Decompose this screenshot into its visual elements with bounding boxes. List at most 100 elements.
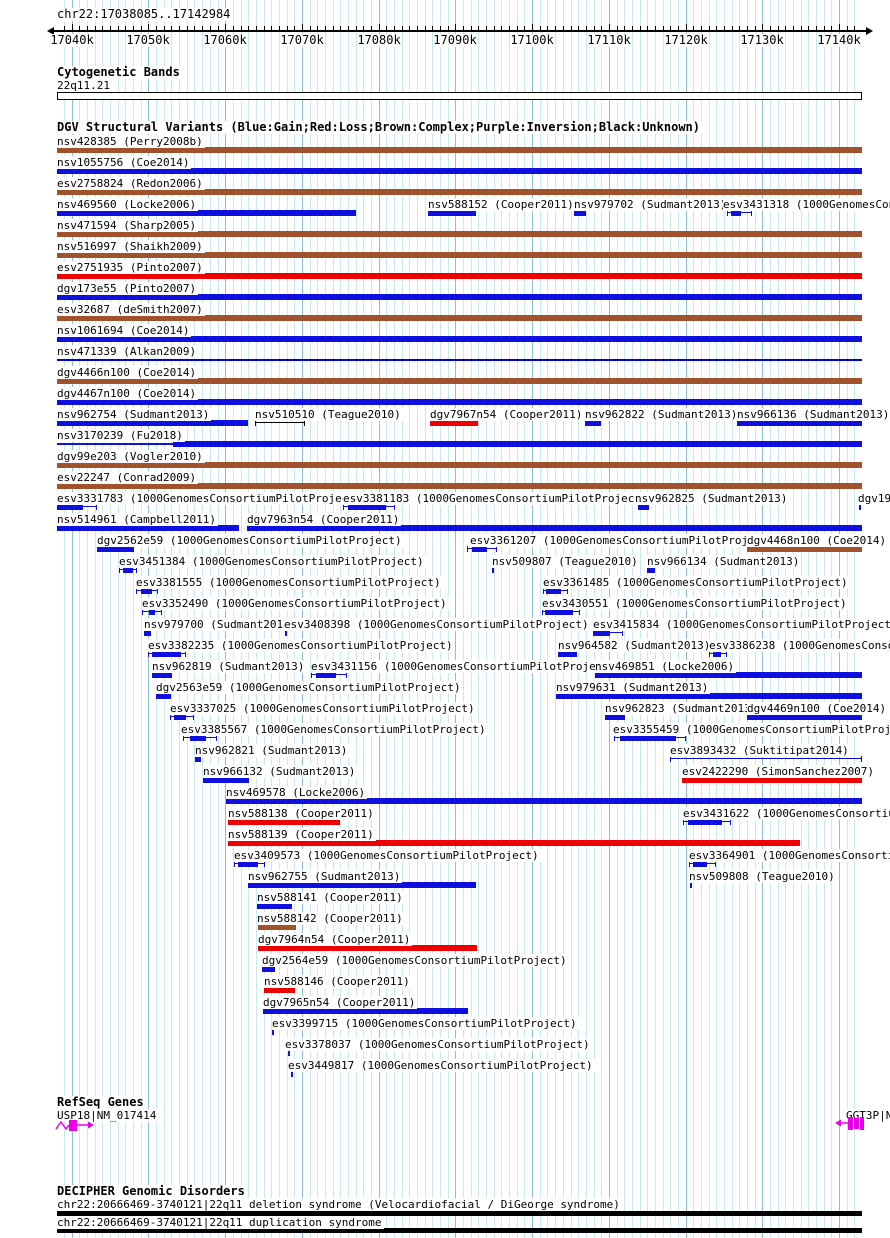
variant-bar[interactable]	[737, 420, 862, 426]
variant-label[interactable]: dgv4469n100 (Coe2014)	[747, 702, 889, 715]
variant-bar[interactable]	[262, 966, 275, 972]
variant-label[interactable]: nsv966134 (Sudmant2013)	[647, 555, 802, 568]
variant-label[interactable]: nsv962823 (Sudmant2013)	[605, 702, 760, 715]
variant-whisker-end[interactable]	[216, 735, 217, 741]
variant-bar[interactable]	[638, 504, 649, 510]
variant-label[interactable]: nsv469560 (Locke2006)	[57, 198, 199, 211]
variant-bar[interactable]	[228, 819, 340, 825]
variant-bar[interactable]	[258, 924, 296, 930]
variant-bar[interactable]	[57, 336, 862, 342]
variant-label[interactable]: dgv7963n54 (Cooper2011)	[247, 513, 402, 526]
variant-bar[interactable]	[57, 525, 239, 531]
variant-whisker-end[interactable]	[264, 861, 265, 867]
variant-bar[interactable]	[144, 630, 151, 636]
variant-bar[interactable]	[747, 714, 862, 720]
variant-bar[interactable]	[174, 714, 186, 720]
variant-label[interactable]: esv3399715 (1000GenomesConsortiumPilotPr…	[272, 1017, 579, 1030]
variant-whisker-end[interactable]	[622, 630, 623, 636]
variant-label[interactable]: esv3431622 (1000GenomesConsortiumPilotPr…	[683, 807, 890, 820]
variant-label[interactable]: esv3431318 (1000GenomesConsortiumPilotPr…	[723, 198, 890, 211]
variant-label[interactable]: nsv588141 (Cooper2011)	[257, 891, 405, 904]
variant-bar[interactable]	[731, 210, 741, 216]
variant-whisker-end[interactable]	[183, 735, 184, 741]
variant-label[interactable]: nsv588142 (Cooper2011)	[257, 912, 405, 925]
variant-whisker-end[interactable]	[543, 588, 544, 594]
variant-whisker-end[interactable]	[185, 651, 186, 657]
variant-label[interactable]: esv2758824 (Redon2006)	[57, 177, 205, 190]
cytoband-label[interactable]: 22q11.21	[57, 79, 112, 92]
variant-label[interactable]: nsv588139 (Cooper2011)	[228, 828, 376, 841]
variant-label[interactable]: esv3361485 (1000GenomesConsortiumPilotPr…	[543, 576, 850, 589]
variant-whisker-end[interactable]	[142, 609, 143, 615]
variant-bar[interactable]	[264, 987, 295, 993]
variant-label[interactable]: nsv471594 (Sharp2005)	[57, 219, 199, 232]
variant-label[interactable]: esv3381183 (1000GenomesConsortiumPilotPr…	[343, 492, 650, 505]
variant-label[interactable]: esv3893432 (Suktitipat2014)	[670, 744, 851, 757]
variant-bar[interactable]	[585, 420, 601, 426]
variant-bar[interactable]	[556, 693, 862, 699]
variant-bar[interactable]	[226, 798, 862, 804]
variant-whisker-end[interactable]	[614, 735, 615, 741]
variant-bar[interactable]	[57, 504, 82, 510]
variant-bar[interactable]	[647, 567, 655, 573]
variant-label[interactable]: dgv4468n100 (Coe2014)	[747, 534, 889, 547]
variant-label[interactable]: nsv509807 (Teague2010)	[492, 555, 640, 568]
variant-tick[interactable]	[288, 1049, 290, 1056]
variant-label[interactable]: esv3385567 (1000GenomesConsortiumPilotPr…	[181, 723, 488, 736]
variant-label[interactable]: esv2751935 (Pinto2007)	[57, 261, 205, 274]
variant-bar[interactable]	[713, 651, 721, 657]
variant-label[interactable]: esv3331783 (1000GenomesConsortiumPilotPr…	[57, 492, 364, 505]
variant-label[interactable]: dgv2563e59 (1000GenomesConsortiumPilotPr…	[156, 681, 463, 694]
variant-label[interactable]: nsv964582 (Sudmant2013)	[558, 639, 713, 652]
variant-whisker-end[interactable]	[730, 819, 731, 825]
variant-label[interactable]: nsv979700 (Sudmant2013)	[144, 618, 299, 631]
variant-label[interactable]: nsv966132 (Sudmant2013)	[203, 765, 358, 778]
variant-bar[interactable]	[546, 588, 561, 594]
variant-whisker-end[interactable]	[193, 714, 194, 720]
variant-label[interactable]: esv3451384 (1000GenomesConsortiumPilotPr…	[119, 555, 426, 568]
variant-bar[interactable]	[605, 714, 625, 720]
variant-whisker-end[interactable]	[467, 546, 468, 552]
variant-bar[interactable]	[57, 378, 862, 384]
variant-label[interactable]: esv3337025 (1000GenomesConsortiumPilotPr…	[170, 702, 477, 715]
variant-label[interactable]: esv3386238 (1000GenomesConsortiumPilotPr…	[709, 639, 890, 652]
variant-whisker-end[interactable]	[161, 609, 162, 615]
variant-label[interactable]: nsv514961 (Campbell2011)	[57, 513, 218, 526]
variant-label[interactable]: esv3355459 (1000GenomesConsortiumPilotPr…	[613, 723, 890, 736]
decipher-entry-bar[interactable]	[57, 1211, 862, 1216]
variant-label[interactable]: esv3364901 (1000GenomesConsortiumPilotPr…	[689, 849, 890, 862]
variant-label[interactable]: nsv588152 (Cooper2011)	[428, 198, 576, 211]
variant-thin-bar[interactable]	[57, 359, 862, 361]
variant-bar[interactable]	[141, 588, 152, 594]
variant-label[interactable]: esv3381555 (1000GenomesConsortiumPilotPr…	[136, 576, 443, 589]
variant-label[interactable]: nsv962819 (Sudmant2013)	[152, 660, 307, 673]
variant-whisker-end[interactable]	[255, 420, 256, 426]
variant-bar[interactable]	[57, 189, 862, 195]
variant-bar[interactable]	[97, 546, 134, 552]
decipher-entry-label[interactable]: chr22:20666469-3740121|22q11 duplication…	[57, 1216, 384, 1229]
variant-label[interactable]: nsv962821 (Sudmant2013)	[195, 744, 350, 757]
variant-whisker-end[interactable]	[685, 735, 686, 741]
variant-bar[interactable]	[123, 567, 133, 573]
variant-label[interactable]: nsv962822 (Sudmant2013)	[585, 408, 740, 421]
variant-whisker-end[interactable]	[394, 504, 395, 510]
variant-label[interactable]: nsv979631 (Sudmant2013)	[556, 681, 711, 694]
gene-glyph-ggt3p-icon[interactable]	[833, 1116, 867, 1131]
variant-label[interactable]: dgv4466n100 (Coe2014)	[57, 366, 199, 379]
variant-whisker-end[interactable]	[727, 210, 728, 216]
variant-whisker-end[interactable]	[311, 672, 312, 678]
variant-label[interactable]: esv3382235 (1000GenomesConsortiumPilotPr…	[148, 639, 455, 652]
variant-bar[interactable]	[57, 168, 862, 174]
variant-label[interactable]: nsv588146 (Cooper2011)	[264, 975, 412, 988]
variant-bar[interactable]	[57, 210, 356, 216]
variant-label[interactable]: dgv2562e59 (1000GenomesConsortiumPilotPr…	[97, 534, 404, 547]
variant-bar[interactable]	[173, 441, 862, 447]
variant-bar[interactable]	[545, 609, 573, 615]
variant-label[interactable]: esv3352490 (1000GenomesConsortiumPilotPr…	[142, 597, 449, 610]
variant-label[interactable]: dgv99e203 (Vogler2010)	[57, 450, 205, 463]
variant-tick[interactable]	[859, 503, 861, 510]
variant-bar[interactable]	[257, 903, 292, 909]
variant-bar[interactable]	[574, 210, 586, 216]
variant-bar[interactable]	[57, 315, 862, 321]
variant-label[interactable]: nsv962825 (Sudmant2013)	[635, 492, 790, 505]
